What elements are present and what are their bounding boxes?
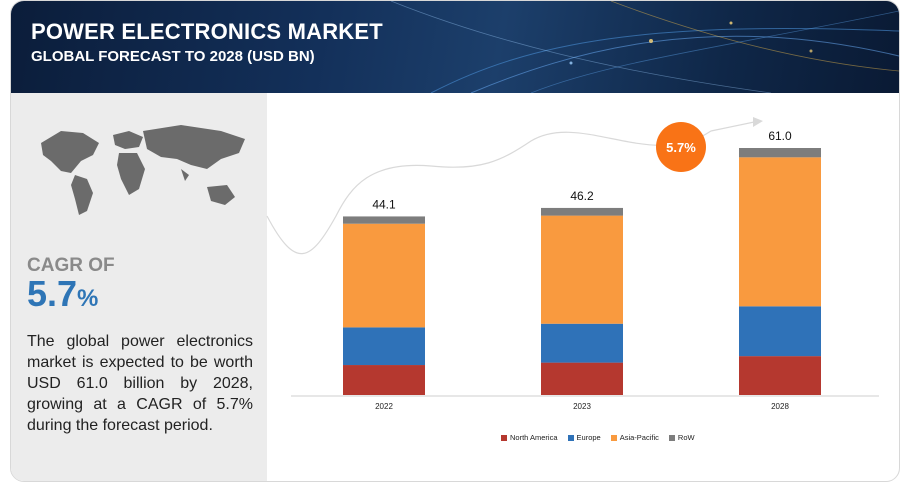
bar-segment-north-america-2022 bbox=[343, 365, 425, 395]
legend-swatch bbox=[567, 434, 574, 441]
bar-segment-asia-pacific-2023 bbox=[541, 215, 623, 324]
cagr-label: CAGR OF bbox=[27, 255, 115, 276]
bar-group: 44.1 2022 46.2 2023 61.0 2028 bbox=[343, 129, 821, 411]
bar-segment-europe-2028 bbox=[739, 306, 821, 357]
bar-segment-north-america-2028 bbox=[739, 356, 821, 395]
page-subtitle: GLOBAL FORECAST TO 2028 (USD BN) bbox=[31, 48, 315, 65]
bar-segment-row-2023 bbox=[541, 207, 623, 216]
cagr-badge: 5.7% bbox=[656, 122, 706, 172]
cagr-badge-label: 5.7% bbox=[666, 140, 696, 155]
growth-arrow-icon bbox=[753, 117, 763, 127]
chart-legend: North America Europe Asia-Pacific RoW bbox=[501, 433, 695, 442]
total-label-2022: 44.1 bbox=[372, 197, 396, 211]
bar-segment-row-2022 bbox=[343, 216, 425, 224]
market-description: The global power electronics market is e… bbox=[27, 333, 253, 434]
summary-panel: CAGR OF 5.7% The global power electronic… bbox=[11, 93, 267, 481]
legend-label: Asia-Pacific bbox=[619, 433, 659, 442]
decorative-light-trails bbox=[390, 1, 899, 93]
cagr-value: 5.7% bbox=[27, 273, 98, 315]
bar-segment-row-2028 bbox=[739, 148, 821, 158]
legend-label: Europe bbox=[576, 433, 601, 442]
legend-swatch bbox=[668, 434, 675, 441]
bar-segment-asia-pacific-2022 bbox=[343, 223, 425, 328]
cagr-badge-circle bbox=[656, 122, 706, 172]
bar-segment-europe-2022 bbox=[343, 327, 425, 366]
market-chart: 44.1 2022 46.2 2023 61.0 2028 5.7% bbox=[266, 117, 879, 411]
page-title: POWER ELECTRONICS MARKET bbox=[31, 19, 383, 44]
legend-swatch bbox=[501, 434, 507, 441]
legend-item-asia-pacific: Asia-Pacific bbox=[610, 433, 659, 442]
total-label-2023: 46.2 bbox=[570, 189, 594, 203]
legend-item-north-america: North America bbox=[501, 433, 558, 442]
cagr-number: 5.7 bbox=[27, 273, 78, 314]
header-banner: POWER ELECTRONICS MARKET GLOBAL FORECAST… bbox=[11, 1, 899, 93]
legend-item-row: RoW bbox=[668, 433, 695, 442]
bar-segment-europe-2023 bbox=[541, 323, 623, 363]
world-map-icon bbox=[41, 125, 245, 215]
x-tick-label-2028: 2028 bbox=[771, 402, 789, 411]
legend-item-europe: Europe bbox=[567, 433, 601, 442]
total-label-2028: 61.0 bbox=[768, 129, 792, 143]
decorative-growth-curve bbox=[266, 120, 760, 255]
bar-segment-north-america-2023 bbox=[541, 362, 623, 395]
legend-label: North America bbox=[510, 433, 558, 442]
legend-label: RoW bbox=[677, 433, 695, 442]
bar-segment-asia-pacific-2028 bbox=[739, 157, 821, 307]
legend-swatch bbox=[610, 434, 617, 441]
x-tick-label-2022: 2022 bbox=[375, 402, 393, 411]
infographic-frame: POWER ELECTRONICS MARKET GLOBAL FORECAST… bbox=[10, 0, 900, 482]
cagr-unit: % bbox=[77, 285, 99, 312]
x-tick-label-2023: 2023 bbox=[573, 402, 591, 411]
